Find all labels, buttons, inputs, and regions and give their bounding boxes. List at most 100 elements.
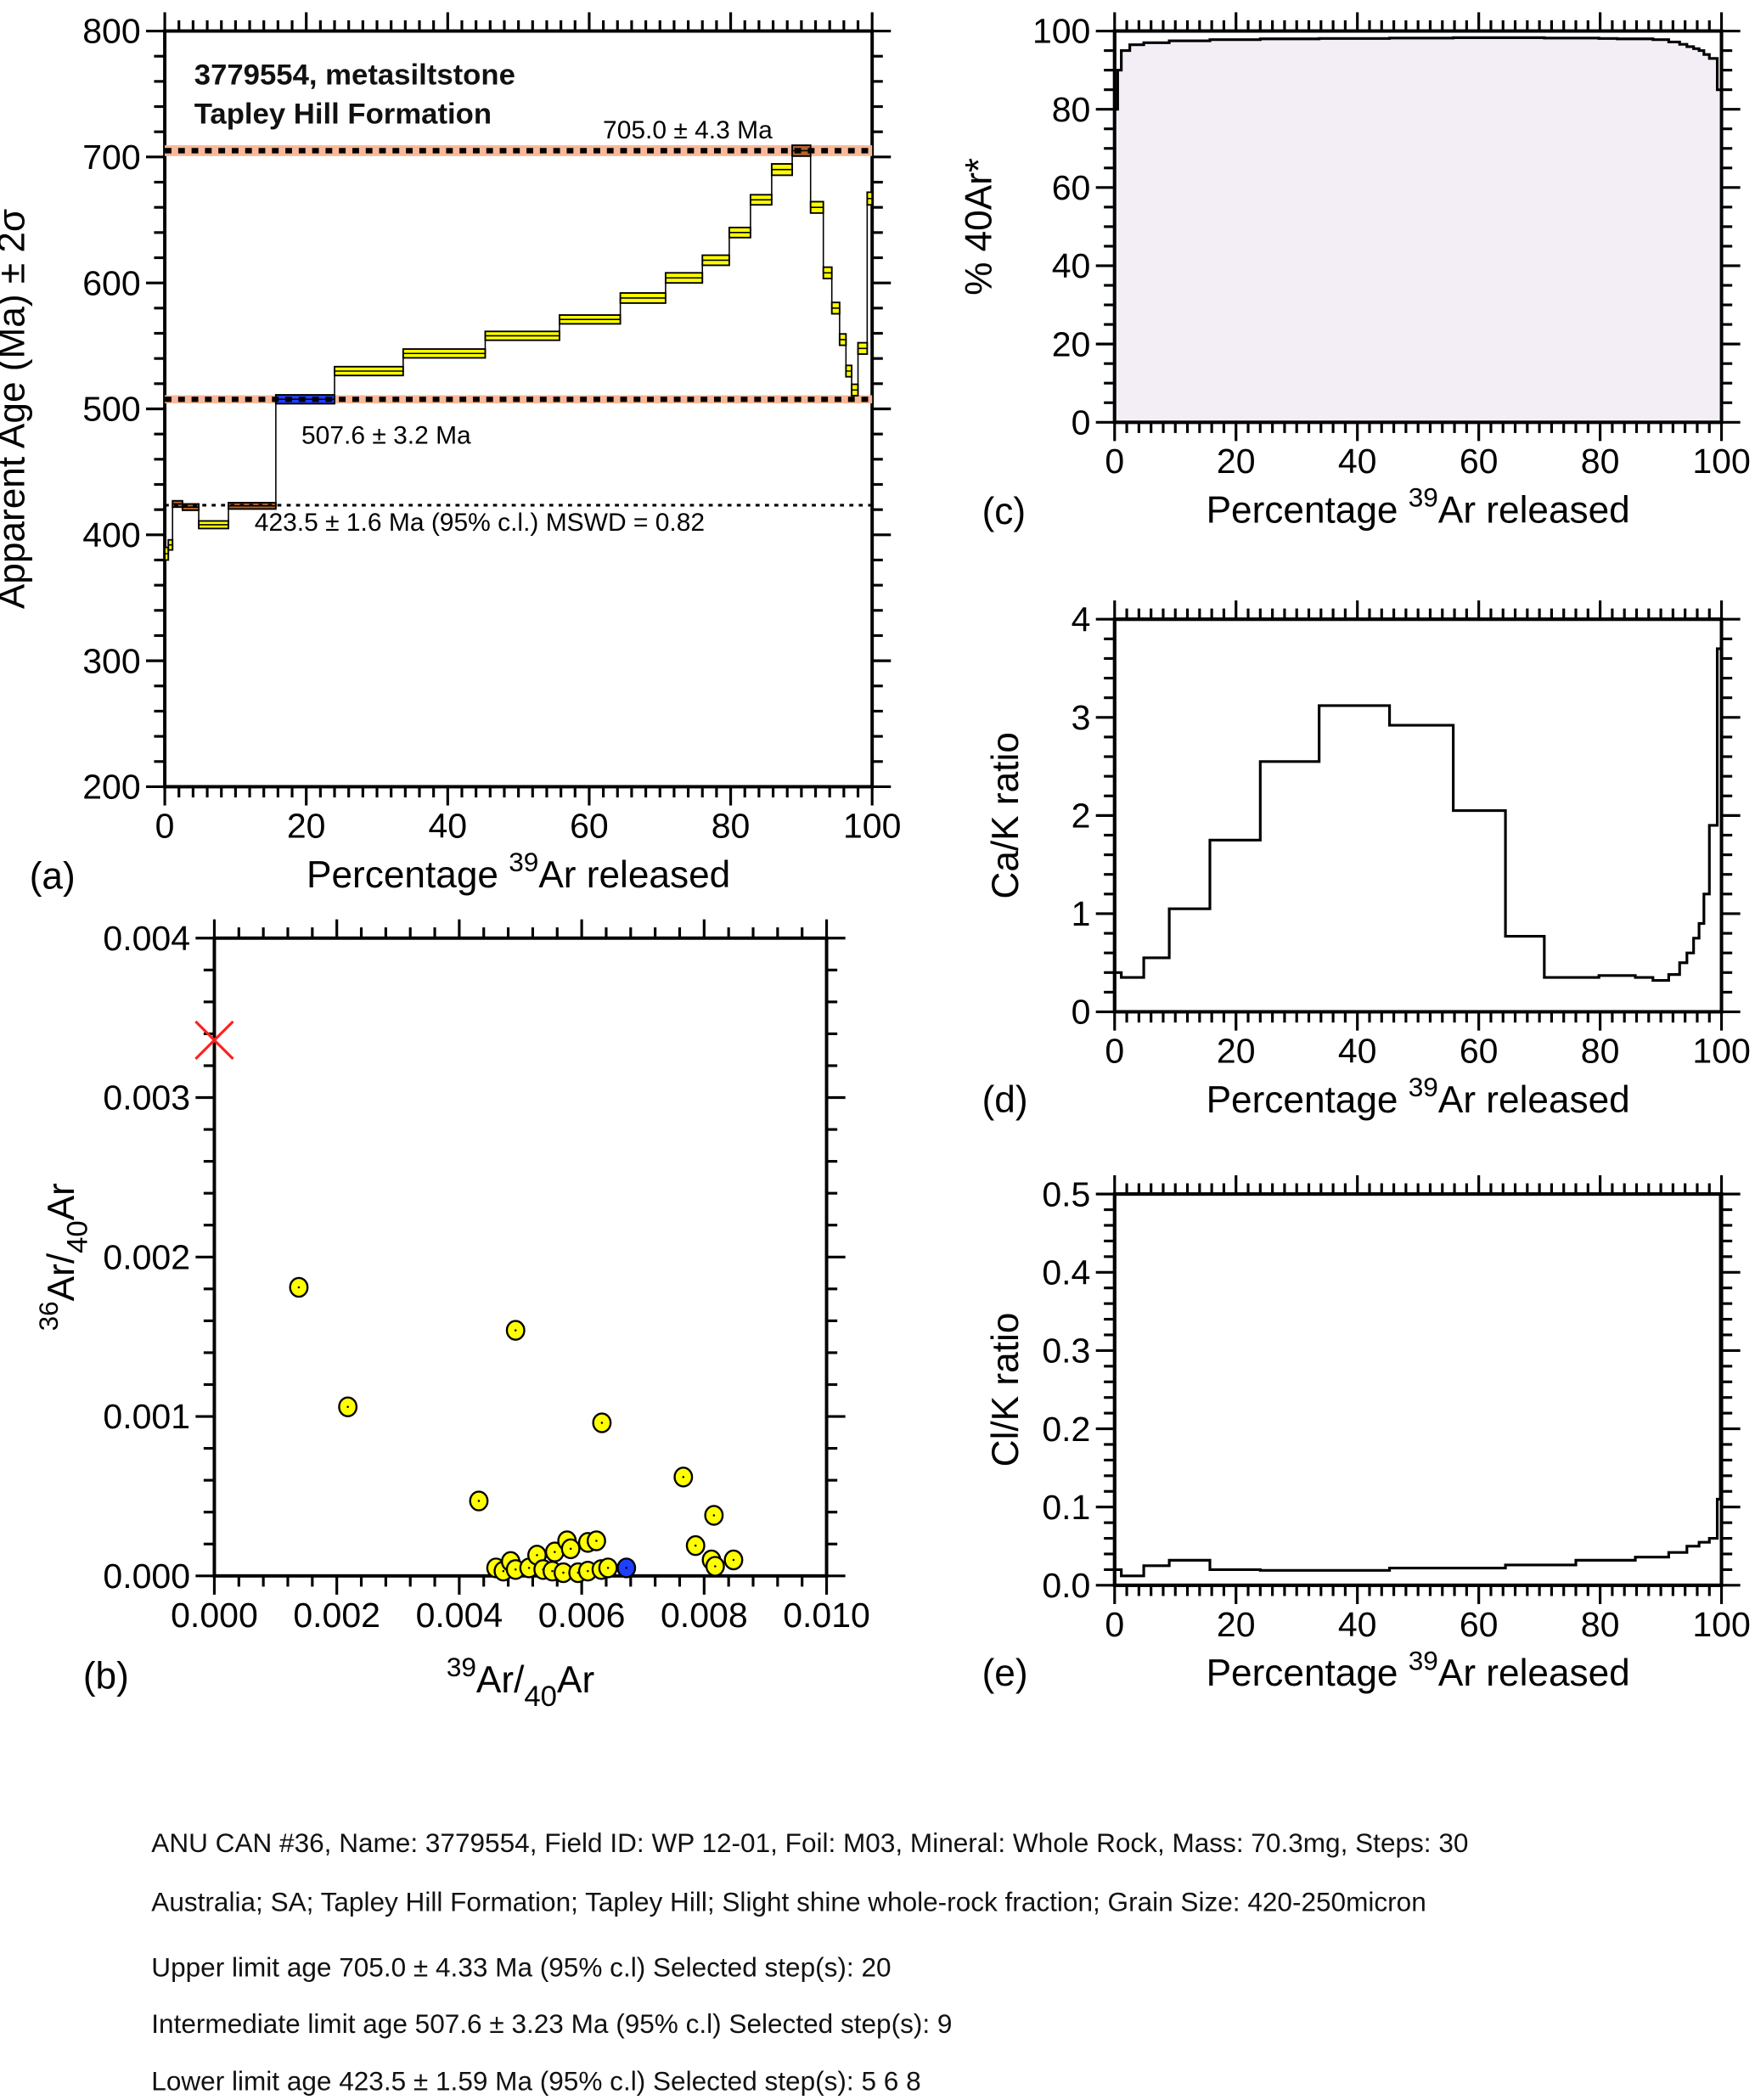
x-axis-title-pre: Percentage	[1207, 490, 1409, 532]
y-tick-label: 0.001	[103, 1397, 190, 1436]
data-point-center	[514, 1329, 517, 1332]
x-axis-title: Percentage 39Ar released	[1207, 1645, 1630, 1694]
footer-line: Lower limit age 423.5 ± 1.59 Ma (95% c.l…	[151, 2066, 920, 2097]
y-tick-label: 100	[1032, 12, 1090, 51]
x-tick-label: 0.002	[293, 1596, 380, 1635]
x-tick-label: 20	[287, 806, 326, 845]
data-point-center	[625, 1567, 628, 1569]
x-axis-title-sub: 40	[524, 1681, 557, 1713]
y-tick-label: 80	[1052, 90, 1091, 129]
plot-frame	[1112, 1192, 1724, 1587]
data-point-center	[502, 1569, 505, 1573]
x-tick-label: 0	[155, 806, 175, 845]
x-axis-title: Percentage 39Ar released	[1207, 482, 1630, 532]
x-tick-label: 60	[570, 806, 609, 845]
x-axis-title-pre: Percentage	[1207, 1079, 1409, 1121]
panel-d-ca-k-ratio: 0 20 40 60 80 100 0 1 2 3 4 (d) Percentage 39Ar rele…	[982, 600, 1751, 1120]
x-tick-label: 0.000	[171, 1596, 258, 1635]
panel-a-age-spectrum: 0 20 40 60 80 100 200 300 400 500 600 700 800 (a) Perc…	[0, 12, 901, 898]
panel-b-isochron: 0.000 0.002 0.004 0.006 0.008 0.010 0.000 0.001…	[33, 919, 870, 1713]
y-tick-label: 300	[82, 641, 140, 680]
x-tick-label: 0.010	[783, 1596, 870, 1635]
footer-line: Intermediate limit age 507.6 ± 3.23 Ma (…	[151, 2008, 952, 2039]
step-line	[1114, 1192, 1722, 1578]
data-point-center	[346, 1405, 349, 1409]
y-tick-label: 0.002	[103, 1237, 190, 1276]
y-tick-label: 0	[1072, 403, 1091, 442]
x-tick-label: 80	[1581, 1605, 1620, 1644]
data-point-center	[587, 1569, 589, 1573]
x-axis-title-sup: 39	[1409, 1072, 1438, 1102]
plateau-label: 423.5 ± 1.6 Ma (95% c.l.) MSWD = 0.82	[255, 509, 705, 537]
x-tick-label: 40	[1338, 442, 1377, 481]
x-tick-label: 20	[1217, 1031, 1256, 1070]
x-tick-label: 100	[1692, 1605, 1750, 1644]
x-tick-label: 100	[843, 806, 901, 845]
x-tick-label: 100	[1692, 1031, 1750, 1070]
x-tick-label: 0	[1105, 442, 1124, 481]
x-tick-label: 40	[1338, 1031, 1377, 1070]
x-tick-label: 60	[1460, 442, 1499, 481]
y-tick-label: 600	[82, 263, 140, 302]
x-tick-label: 80	[712, 806, 751, 845]
step-line	[1114, 647, 1722, 982]
panel-label: (d)	[982, 1079, 1028, 1121]
data-point-center	[682, 1476, 685, 1478]
y-tick-label: 0.004	[103, 919, 190, 958]
y-tick-label: 4	[1072, 600, 1091, 639]
y-axis-title: Cl/K ratio	[985, 1313, 1027, 1467]
y-tick-label: 20	[1052, 324, 1091, 363]
y-axis-title-main: Ar/	[41, 1253, 82, 1301]
x-axis-title-post: Ar released	[538, 854, 730, 896]
panel-label: (c)	[982, 491, 1027, 532]
data-point-center	[514, 1568, 517, 1571]
plot-frame	[1112, 617, 1724, 1014]
plateau-label: 705.0 ± 4.3 Ma	[603, 116, 773, 144]
data-point-center	[569, 1547, 572, 1551]
y-tick-label: 0.003	[103, 1078, 190, 1118]
plot-frame	[1112, 617, 1724, 1014]
y-axis-title: 36Ar/40Ar	[33, 1183, 94, 1331]
panel-label: (a)	[30, 855, 76, 897]
y-tick-label: 0.000	[103, 1557, 190, 1596]
plateau-label: 507.6 ± 3.2 Ma	[301, 422, 471, 450]
x-axis-title-post: Ar released	[1438, 490, 1630, 532]
y-tick-label: 60	[1052, 168, 1091, 207]
data-point-center	[732, 1558, 735, 1562]
y-tick-label: 800	[82, 12, 140, 51]
x-tick-label: 0	[1105, 1605, 1124, 1644]
x-axis-title-post: Ar released	[1438, 1652, 1630, 1694]
y-tick-label: 1	[1072, 894, 1091, 933]
x-axis-title-sup: 39	[1409, 482, 1438, 513]
x-axis-title-sup: 39	[1409, 1645, 1438, 1675]
y-tick-label: 400	[82, 515, 140, 555]
y-tick-label: 0.3	[1042, 1332, 1090, 1371]
panel-c-radiogenic-argon: 0 20 40 60 80 100 0 20 40 60 80 100 (c) Percentage 39…	[959, 12, 1751, 532]
x-tick-label: 40	[429, 806, 468, 845]
age-spectrum-line	[165, 149, 873, 555]
x-tick-label: 60	[1460, 1031, 1499, 1070]
data-point-center	[551, 1569, 554, 1573]
panel-e-cl-k-ratio: 0 20 40 60 80 100 0.0 0.1 0.2 0.3 0.4 0.5 (e) Percent…	[982, 1174, 1751, 1694]
x-axis-title: Percentage 39Ar released	[1207, 1072, 1630, 1121]
x-axis-title-main: Ar/	[476, 1659, 525, 1701]
data-point-center	[527, 1567, 531, 1569]
data-point-center	[600, 1422, 604, 1424]
y-axis-title: Apparent Age (Ma) ± 2σ	[0, 209, 32, 609]
y-tick-label: 0.4	[1042, 1253, 1090, 1292]
footer-notes: ANU CAN #36, Name: 3779554, Field ID: WP…	[151, 1827, 1468, 2097]
data-point-center	[297, 1286, 301, 1289]
x-axis-title-post: Ar	[557, 1659, 594, 1701]
footer-line: ANU CAN #36, Name: 3779554, Field ID: WP…	[151, 1827, 1468, 1858]
x-tick-label: 100	[1692, 442, 1750, 481]
sample-title: 3779554, metasiltstone	[194, 59, 515, 92]
y-tick-label: 40	[1052, 246, 1091, 285]
x-tick-label: 0.004	[416, 1596, 503, 1635]
x-tick-label: 80	[1581, 442, 1620, 481]
y-axis-title-sup: 36	[33, 1301, 64, 1331]
data-point-center	[554, 1551, 556, 1553]
y-tick-label: 0	[1072, 993, 1091, 1032]
x-axis-title-post: Ar released	[1438, 1079, 1630, 1121]
x-axis-title-sup: 39	[447, 1652, 476, 1682]
step-line	[1114, 36, 1722, 111]
